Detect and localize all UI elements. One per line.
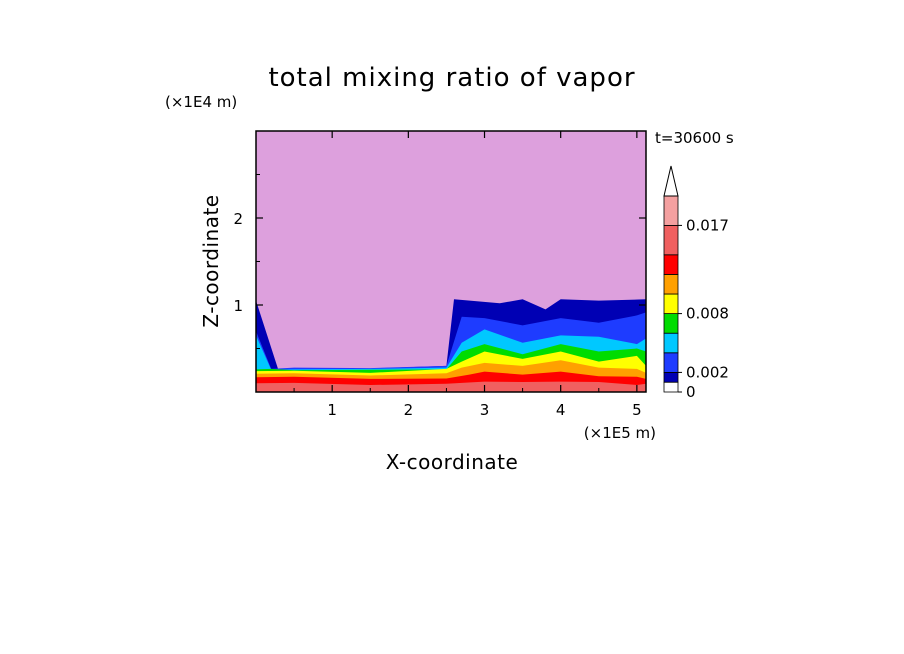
colorbar-tick-label: 0: [686, 383, 696, 401]
colorbar-extend-arrow: [663, 165, 679, 197]
colorbar-swatch: [663, 273, 679, 295]
colorbar-swatch: [663, 224, 679, 256]
colorbar-swatch: [663, 381, 679, 393]
colorbar-swatch: [663, 352, 679, 373]
colorbar-swatch: [663, 313, 679, 334]
x-axis-label: X-coordinate: [386, 450, 519, 474]
y-axis-label: Z-coordinate: [199, 194, 223, 327]
time-label: t=30600 s: [655, 129, 734, 147]
y-tick-label: 2: [233, 210, 243, 228]
x-tick-label: 5: [632, 401, 642, 419]
x-tick-label: 1: [327, 401, 337, 419]
x-tick-label: 3: [480, 401, 490, 419]
colorbar: 0 0.002 0.008 0.017: [663, 165, 729, 401]
colorbar-swatch: [663, 371, 679, 383]
y-tick-label: 1: [233, 297, 243, 315]
plot-area: [256, 131, 646, 392]
colorbar-swatch: [663, 332, 679, 354]
x-tick-label: 4: [556, 401, 566, 419]
x-tick-label: 2: [404, 401, 414, 419]
chart-title: total mixing ratio of vapor: [268, 63, 635, 93]
y-unit-label: (×1E4 m): [165, 93, 237, 111]
x-unit-label: (×1E5 m): [584, 424, 656, 442]
x-axis: 1 2 3 4 5: [293, 131, 642, 419]
colorbar-swatch: [663, 195, 679, 226]
colorbar-tick-label: 0.002: [686, 363, 729, 381]
colorbar-tick-label: 0.017: [686, 216, 729, 234]
colorbar-swatch: [663, 293, 679, 315]
y-axis: 12: [233, 174, 646, 349]
contour-band-8: [256, 381, 646, 392]
colorbar-tick-label: 0.008: [686, 305, 729, 323]
colorbar-swatch: [663, 254, 679, 275]
